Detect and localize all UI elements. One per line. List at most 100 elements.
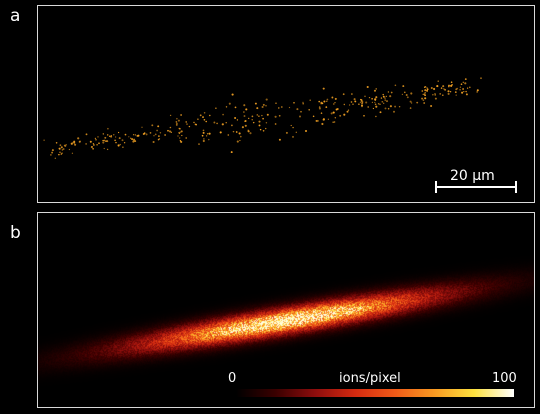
ion-dot <box>352 103 354 106</box>
ion-dot <box>197 118 199 121</box>
ion-dot <box>426 90 429 92</box>
ion-dot <box>249 132 252 135</box>
ion-dot <box>266 113 269 116</box>
ion-dot <box>153 135 155 137</box>
ion-dot <box>65 144 67 146</box>
ion-dot <box>234 106 237 109</box>
ion-dot <box>85 143 87 145</box>
ion-dot <box>368 96 371 99</box>
ion-dot <box>385 95 387 98</box>
ion-dot <box>440 87 443 89</box>
ion-dot <box>164 134 166 136</box>
ion-dot <box>409 100 412 103</box>
ion-dot <box>60 146 63 149</box>
ion-dot <box>335 108 338 111</box>
ion-dot <box>215 107 217 109</box>
ion-dot <box>145 133 148 136</box>
ion-dot <box>261 105 264 109</box>
ion-dot <box>89 140 92 143</box>
ion-dot <box>133 138 136 141</box>
ion-dot <box>278 107 280 109</box>
ion-dot <box>432 94 434 96</box>
ion-dot <box>444 88 447 91</box>
ion-dot <box>325 106 328 108</box>
ion-dot <box>292 135 294 138</box>
ion-dot <box>383 102 385 104</box>
ion-dot <box>232 130 235 133</box>
ion-dot <box>375 88 377 90</box>
ion-dot <box>178 127 180 130</box>
ion-dot <box>134 134 137 136</box>
ion-dot <box>128 136 130 138</box>
ion-dot <box>424 97 427 100</box>
ion-dot <box>450 84 453 87</box>
ion-dot <box>110 135 112 137</box>
ion-dot <box>442 85 445 88</box>
ion-dot <box>92 147 94 150</box>
ion-dot <box>93 144 95 146</box>
ion-dot <box>381 100 384 103</box>
ion-dot <box>358 103 360 106</box>
ion-dot <box>251 119 253 121</box>
ion-dot <box>61 149 64 151</box>
ion-dot <box>121 139 124 142</box>
ion-dot <box>455 94 457 96</box>
ion-dot <box>292 126 294 129</box>
ion-dot <box>293 101 295 104</box>
ion-dot <box>122 146 124 148</box>
ion-dot <box>347 109 350 111</box>
ion-dot <box>198 143 200 145</box>
ion-dot <box>131 138 134 141</box>
ion-dot <box>103 139 106 142</box>
ion-dot <box>239 139 241 142</box>
scale-bar-label: 20 μm <box>450 168 495 184</box>
ion-dot <box>387 107 390 110</box>
ion-dot <box>167 129 169 132</box>
ion-dot <box>280 106 283 108</box>
ion-dot <box>331 96 334 99</box>
ion-dot <box>96 144 98 146</box>
ion-dot <box>382 95 385 98</box>
ion-dot <box>180 140 183 143</box>
ion-dot <box>441 94 444 97</box>
ion-dot <box>309 99 311 101</box>
ion-dot <box>113 134 115 136</box>
ion-dot <box>318 107 321 110</box>
ion-dot <box>460 83 463 86</box>
ion-dot <box>404 91 406 94</box>
ion-dot <box>208 138 210 141</box>
ion-dot <box>73 142 76 144</box>
ion-dot <box>108 135 111 138</box>
ion-dot <box>203 118 206 121</box>
ion-dot <box>466 87 469 89</box>
ion-dot <box>389 95 392 98</box>
ion-dot <box>234 116 237 120</box>
ion-dot <box>256 114 259 116</box>
ion-dot <box>302 102 305 105</box>
ion-dot <box>115 141 117 144</box>
ion-dot <box>243 111 245 113</box>
ion-dot <box>104 136 107 139</box>
ion-dot <box>208 132 211 135</box>
ion-dot <box>430 86 433 90</box>
ion-dot <box>203 112 206 114</box>
ion-dot <box>265 104 267 107</box>
ion-dot <box>346 110 349 113</box>
ion-dot <box>241 126 244 129</box>
ion-dot <box>202 129 205 132</box>
ion-dot <box>98 142 100 145</box>
ion-dot <box>106 148 109 151</box>
ion-dot <box>176 117 178 120</box>
colorbar-min-label: 0 <box>228 371 237 386</box>
ion-dot <box>124 133 127 136</box>
ion-dot <box>422 99 425 101</box>
ion-dot <box>244 124 247 127</box>
ion-dot <box>476 91 478 93</box>
ion-dot <box>175 121 178 123</box>
ion-dot <box>258 115 260 117</box>
ion-dot <box>114 136 117 138</box>
ion-dot <box>480 77 482 80</box>
ion-dot <box>179 137 181 139</box>
ion-dot <box>62 148 65 150</box>
ion-dot <box>102 139 104 142</box>
